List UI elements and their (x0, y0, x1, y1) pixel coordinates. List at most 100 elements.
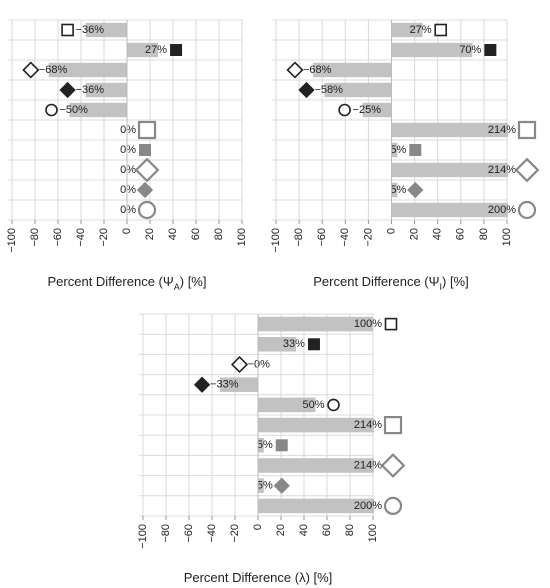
bars (220, 316, 374, 514)
bar (391, 162, 508, 178)
marker (484, 44, 497, 56)
x-tick-label: 100 (236, 228, 248, 246)
marker (22, 61, 40, 79)
marker (517, 200, 537, 220)
x-axis-label-part: A (174, 282, 180, 292)
value-label: −0% (248, 358, 271, 370)
x-axis-label-part: Percent Difference (Ψ (48, 274, 174, 289)
x-tick-label: 100 (501, 228, 513, 246)
x-tick-label: 60 (190, 228, 202, 240)
x-axis-label: Percent Difference (ΨI) [%] (313, 274, 468, 292)
value-label: −25% (353, 104, 382, 116)
marker (380, 453, 406, 478)
bar (85, 82, 127, 98)
marker (298, 81, 315, 99)
bar (391, 202, 508, 218)
value-label: 214% (354, 419, 382, 431)
x-tick-label: 0 (121, 228, 133, 234)
marker (134, 157, 160, 183)
marker (170, 44, 183, 56)
x-tick-label: 80 (344, 524, 356, 536)
x-axis-label-part: Percent Difference (Ψ (313, 274, 439, 289)
bar (391, 122, 508, 138)
value-label: 27% (410, 24, 432, 36)
marker (61, 23, 74, 37)
bar (48, 62, 127, 78)
bar (258, 458, 374, 473)
bar (258, 438, 264, 453)
x-tick-label: 80 (213, 228, 225, 240)
marker (307, 338, 320, 351)
marker (384, 317, 398, 331)
panel: −100 −80 −60 −40 −20 0 20 40 60 80 100 100% 33% −0% −3… (137, 313, 406, 585)
bar (258, 417, 374, 433)
x-tick-label: 60 (455, 228, 467, 240)
marker (275, 439, 288, 452)
bar (258, 498, 374, 514)
x-axis-label: Percent Difference (λ) [%] (184, 570, 333, 585)
value-label: 5% (257, 480, 273, 492)
marker (514, 157, 540, 183)
x-tick-label: −40 (75, 228, 87, 247)
panel: −100 −80 −60 −40 −20 0 20 40 60 80 100 27% 70% −68% −5… (270, 19, 540, 292)
bar (391, 42, 473, 58)
x-tick-label: 0 (252, 524, 264, 530)
x-tick-label: −40 (339, 228, 351, 247)
value-label: −36% (76, 84, 105, 96)
bar (312, 62, 392, 78)
marker (136, 181, 154, 199)
x-tick-label: 20 (144, 228, 156, 240)
value-label: 5% (390, 144, 406, 156)
bar (362, 102, 392, 118)
x-tick-label: −100 (6, 228, 18, 253)
value-label: 33% (283, 338, 305, 350)
value-label: 214% (354, 459, 382, 471)
marker (230, 355, 249, 374)
value-label: 0% (120, 204, 136, 216)
bar (220, 377, 258, 392)
x-tick-label: 40 (432, 228, 444, 240)
value-label: −68% (39, 64, 68, 76)
value-label: 0% (120, 164, 136, 176)
marker (45, 103, 58, 117)
panel: −100 −80 −60 −40 −20 0 20 40 60 80 100−36%27%−68%−… (6, 19, 248, 292)
bar (391, 22, 423, 38)
bar (258, 397, 316, 413)
x-tick-label: 100 (367, 524, 379, 542)
marker (517, 120, 537, 140)
value-label: −58% (315, 84, 344, 96)
marker (383, 496, 403, 515)
value-label: 0% (120, 124, 136, 136)
marker (59, 81, 76, 99)
value-label: −50% (60, 104, 89, 116)
value-label: −68% (303, 64, 332, 76)
x-tick-label: −60 (183, 524, 195, 543)
x-tick-label: 20 (275, 524, 287, 536)
bars (312, 22, 508, 218)
x-tick-label: −100 (270, 228, 282, 253)
x-tick-label: −60 (316, 228, 328, 247)
bar (127, 42, 159, 58)
bar (69, 102, 127, 118)
bar (258, 337, 296, 352)
x-axis-label-part: Percent Difference (λ) [%] (184, 570, 333, 585)
bar (391, 142, 398, 158)
x-tick-label: −60 (52, 228, 64, 247)
x-tick-label: 80 (478, 228, 490, 240)
marker (137, 200, 157, 220)
value-label: 200% (354, 500, 382, 512)
marker (139, 144, 151, 156)
x-axis-label-part: ) [%] (180, 274, 207, 289)
value-label: 0% (120, 144, 136, 156)
x-tick-label: −100 (137, 524, 149, 549)
bar (85, 22, 127, 38)
marker (409, 144, 422, 156)
x-tick-label: 0 (385, 228, 397, 234)
bar (324, 82, 392, 98)
value-label: 5% (257, 439, 273, 451)
marker (137, 120, 157, 140)
x-axis-label-part: ) [%] (442, 274, 469, 289)
marker (407, 181, 424, 199)
bar (258, 478, 264, 493)
